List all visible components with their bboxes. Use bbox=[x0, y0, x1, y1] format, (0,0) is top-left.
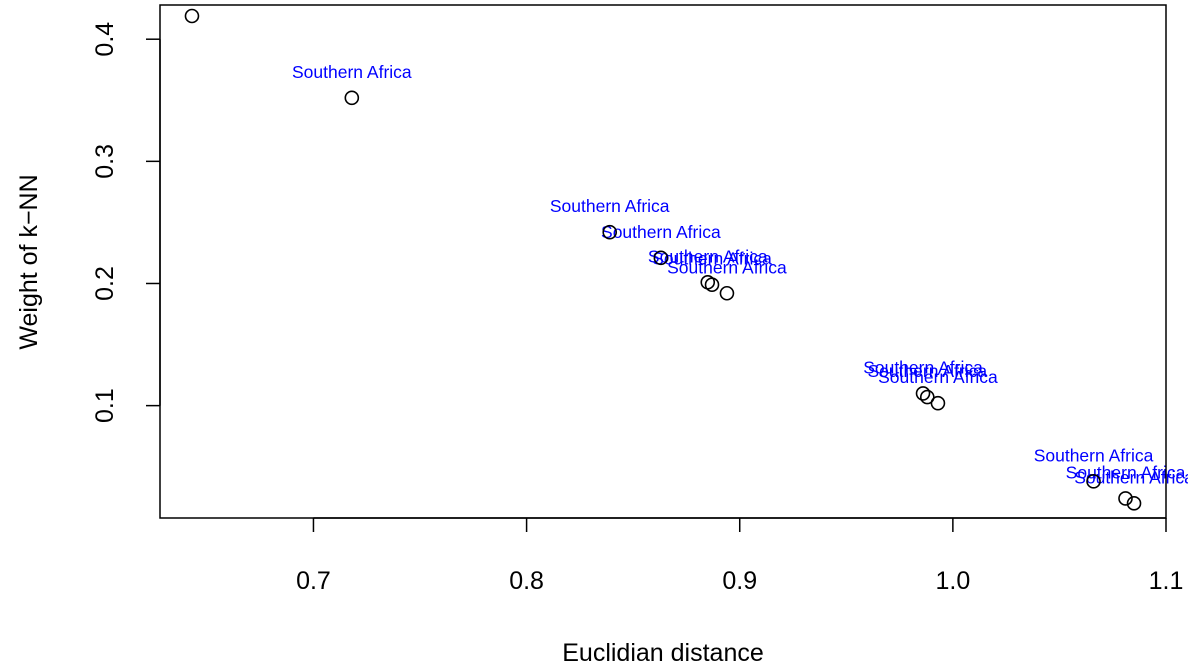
y-tick-label: 0.1 bbox=[91, 388, 119, 423]
y-tick-label: 0.4 bbox=[91, 22, 119, 57]
point-label: Southern Africa bbox=[292, 62, 412, 82]
point-label: Southern Africa bbox=[667, 257, 787, 277]
data-point bbox=[919, 389, 935, 405]
data-point bbox=[344, 90, 360, 106]
data-point bbox=[653, 250, 669, 266]
y-tick-label: 0.2 bbox=[91, 266, 119, 301]
y-tick-label: 0.3 bbox=[91, 144, 119, 179]
point-label: Southern Africa bbox=[1066, 462, 1186, 482]
data-point bbox=[1118, 491, 1133, 506]
y-axis-title: Weight of k−NN bbox=[15, 174, 43, 349]
data-point bbox=[704, 277, 720, 293]
data-point bbox=[184, 8, 200, 24]
point-label: Southern Africa bbox=[652, 249, 772, 269]
data-point bbox=[602, 224, 618, 240]
x-tick-label: 1.1 bbox=[1149, 567, 1184, 595]
point-label: Southern Africa bbox=[863, 357, 983, 377]
x-tick-label: 0.8 bbox=[509, 567, 544, 595]
x-axis-title: Euclidian distance bbox=[562, 639, 764, 667]
point-label: Southern Africa bbox=[1034, 445, 1154, 465]
point-label: Southern Africa bbox=[648, 246, 768, 266]
x-tick-label: 0.9 bbox=[722, 567, 757, 595]
data-point bbox=[930, 395, 946, 411]
data-point bbox=[719, 285, 735, 301]
data-point bbox=[915, 386, 931, 401]
x-tick-label: 1.0 bbox=[935, 567, 970, 595]
point-label: Southern Africa bbox=[550, 196, 670, 216]
point-label: Southern Africa bbox=[1074, 467, 1188, 487]
data-point bbox=[1126, 496, 1142, 511]
x-tick-label: 0.7 bbox=[296, 567, 331, 595]
point-label: Southern Africa bbox=[601, 222, 721, 242]
point-label: Southern Africa bbox=[867, 361, 987, 381]
data-points bbox=[184, 8, 1142, 511]
point-label: Southern Africa bbox=[878, 367, 998, 387]
data-point bbox=[1086, 474, 1101, 489]
plot-frame bbox=[159, 4, 1167, 519]
